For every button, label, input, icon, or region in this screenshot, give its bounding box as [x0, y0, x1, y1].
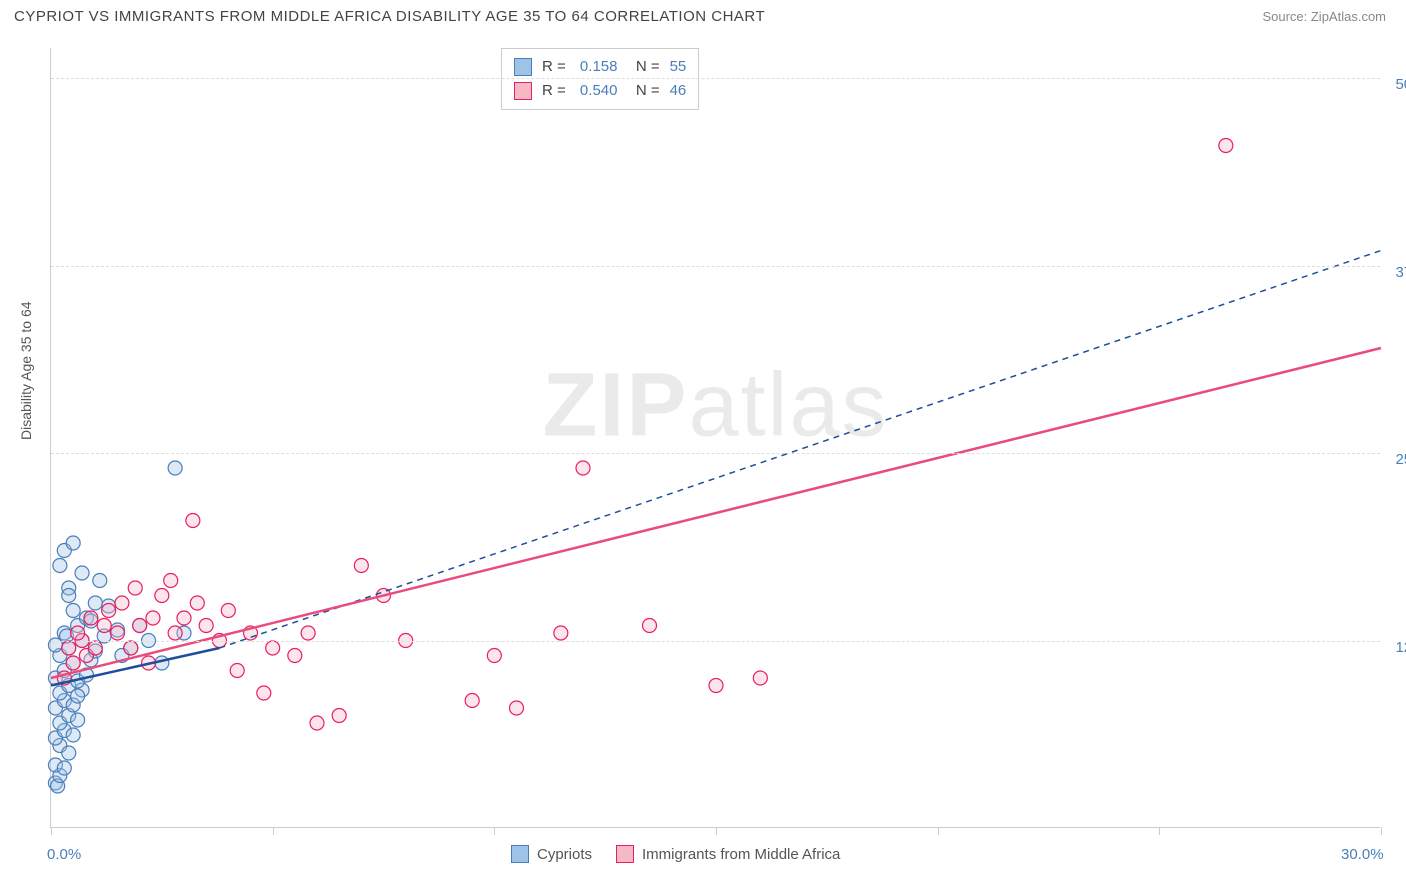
- legend-r-value: 0.158: [576, 55, 618, 79]
- legend-n-label: N =: [627, 55, 659, 79]
- x-tick-label: 0.0%: [47, 846, 81, 863]
- scatter-point: [199, 619, 213, 633]
- gridline: [51, 266, 1380, 267]
- x-tick: [273, 827, 274, 835]
- scatter-point: [168, 626, 182, 640]
- scatter-point: [75, 566, 89, 580]
- legend-label: Immigrants from Middle Africa: [642, 846, 840, 863]
- legend-n-value: 46: [670, 79, 687, 103]
- scatter-point: [487, 649, 501, 663]
- legend-r-label: R =: [542, 79, 566, 103]
- source-label: Source: ZipAtlas.com: [1262, 9, 1386, 24]
- scatter-point: [71, 689, 85, 703]
- scatter-point: [62, 746, 76, 760]
- gridline: [51, 641, 1380, 642]
- x-tick: [1159, 827, 1160, 835]
- legend-row: R = 0.540 N = 46: [514, 79, 686, 103]
- scatter-point: [221, 604, 235, 618]
- legend-swatch: [511, 845, 529, 863]
- legend-n-value: 55: [670, 55, 687, 79]
- scatter-point: [124, 641, 138, 655]
- legend-r-label: R =: [542, 55, 566, 79]
- x-tick: [1381, 827, 1382, 835]
- chart-title: CYPRIOT VS IMMIGRANTS FROM MIDDLE AFRICA…: [14, 8, 765, 25]
- legend-item: Cypriots: [511, 845, 592, 863]
- x-tick: [938, 827, 939, 835]
- scatter-point: [510, 701, 524, 715]
- scatter-point: [310, 716, 324, 730]
- x-tick-label: 30.0%: [1341, 846, 1384, 863]
- legend-series: Cypriots Immigrants from Middle Africa: [511, 845, 840, 863]
- scatter-point: [62, 589, 76, 603]
- legend-r-value: 0.540: [576, 79, 618, 103]
- legend-item: Immigrants from Middle Africa: [616, 845, 840, 863]
- scatter-plot-svg: [51, 48, 1380, 827]
- scatter-point: [177, 611, 191, 625]
- scatter-point: [84, 611, 98, 625]
- scatter-point: [97, 619, 111, 633]
- scatter-point: [186, 514, 200, 528]
- scatter-point: [57, 761, 71, 775]
- legend-correlation: R = 0.158 N = 55 R = 0.540 N = 46: [501, 48, 699, 110]
- x-tick: [51, 827, 52, 835]
- scatter-point: [66, 728, 80, 742]
- scatter-point: [66, 656, 80, 670]
- scatter-point: [66, 536, 80, 550]
- y-tick-label: 37.5%: [1395, 264, 1406, 281]
- scatter-point: [111, 626, 125, 640]
- scatter-point: [257, 686, 271, 700]
- y-tick-label: 12.5%: [1395, 639, 1406, 656]
- scatter-point: [115, 596, 129, 610]
- scatter-point: [465, 694, 479, 708]
- y-axis-label: Disability Age 35 to 64: [18, 301, 34, 440]
- legend-swatch: [514, 58, 532, 76]
- scatter-point: [643, 619, 657, 633]
- trend-line: [51, 348, 1381, 678]
- legend-n-label: N =: [627, 79, 659, 103]
- scatter-point: [88, 641, 102, 655]
- x-tick: [494, 827, 495, 835]
- scatter-point: [190, 596, 204, 610]
- gridline: [51, 78, 1380, 79]
- scatter-point: [332, 709, 346, 723]
- scatter-point: [576, 461, 590, 475]
- legend-label: Cypriots: [537, 846, 592, 863]
- scatter-point: [146, 611, 160, 625]
- scatter-point: [66, 604, 80, 618]
- gridline: [51, 453, 1380, 454]
- scatter-point: [53, 559, 67, 573]
- scatter-point: [88, 596, 102, 610]
- legend-swatch: [514, 82, 532, 100]
- scatter-point: [266, 641, 280, 655]
- scatter-point: [354, 559, 368, 573]
- scatter-point: [301, 626, 315, 640]
- scatter-point: [164, 574, 178, 588]
- scatter-point: [554, 626, 568, 640]
- scatter-point: [71, 626, 85, 640]
- y-tick-label: 25.0%: [1395, 451, 1406, 468]
- scatter-point: [709, 679, 723, 693]
- legend-swatch: [616, 845, 634, 863]
- chart-plot-area: ZIPatlas R = 0.158 N =55R = 0.540 N =46 …: [50, 48, 1380, 828]
- legend-row: R = 0.158 N = 55: [514, 55, 686, 79]
- x-tick: [716, 827, 717, 835]
- scatter-point: [753, 671, 767, 685]
- scatter-point: [62, 641, 76, 655]
- scatter-point: [230, 664, 244, 678]
- y-tick-label: 50.0%: [1395, 76, 1406, 93]
- scatter-point: [102, 604, 116, 618]
- scatter-point: [128, 581, 142, 595]
- scatter-point: [1219, 139, 1233, 153]
- scatter-point: [288, 649, 302, 663]
- trend-line-extension: [219, 251, 1381, 649]
- scatter-point: [168, 461, 182, 475]
- scatter-point: [155, 589, 169, 603]
- scatter-point: [93, 574, 107, 588]
- header: CYPRIOT VS IMMIGRANTS FROM MIDDLE AFRICA…: [0, 0, 1406, 29]
- scatter-point: [133, 619, 147, 633]
- scatter-point: [71, 713, 85, 727]
